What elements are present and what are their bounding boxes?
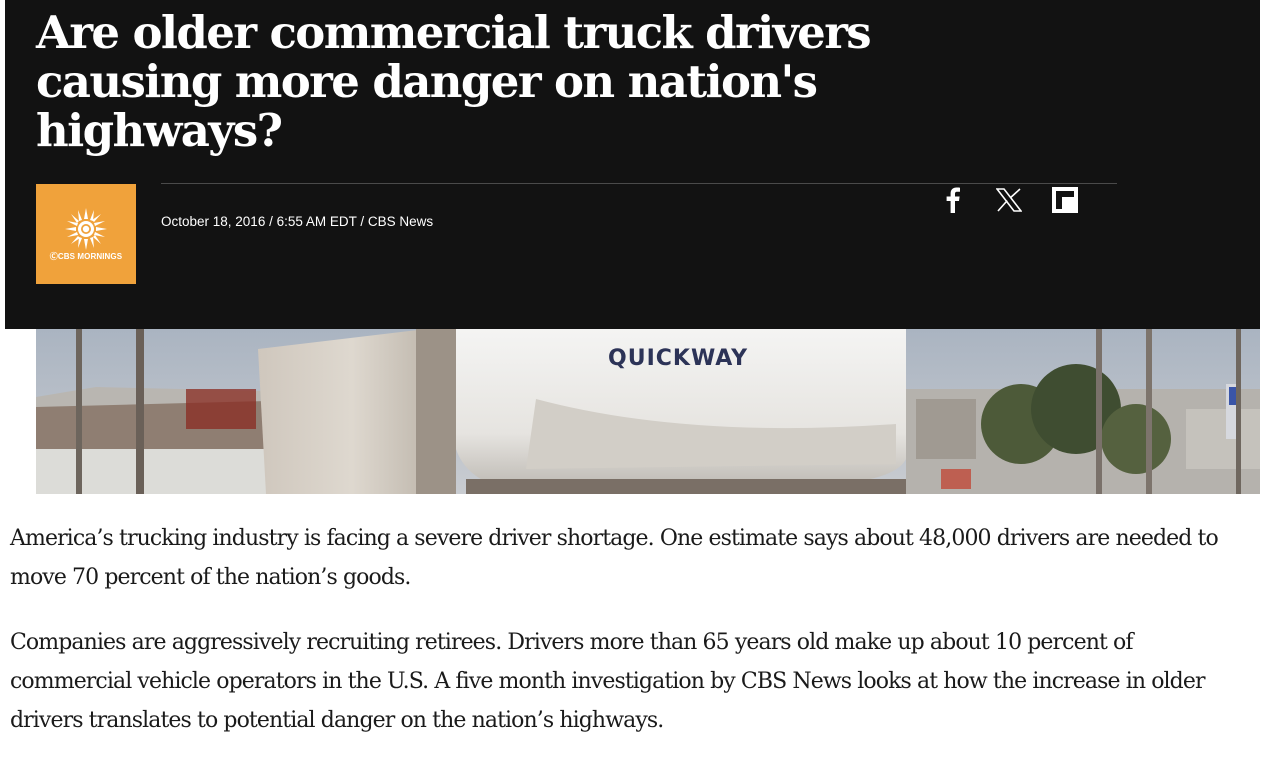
x-twitter-icon (996, 188, 1022, 212)
article-paragraph: Companies are aggressively recruiting re… (10, 630, 1206, 733)
share-facebook-button[interactable] (938, 184, 968, 216)
share-flipboard-button[interactable] (1050, 184, 1080, 216)
cbs-mornings-logo-text: ⒸCBS MORNINGS (49, 252, 123, 261)
article-paragraph: America’s trucking industry is facing a … (10, 526, 1219, 590)
byline-divider (161, 183, 1117, 184)
sun-logo-icon (65, 208, 107, 250)
article-byline: October 18, 2016 / 6:55 AM EDT / CBS New… (161, 214, 434, 229)
share-x-button[interactable] (994, 184, 1024, 216)
article-lead-image: QUICKWAY (36, 329, 1260, 494)
truck-photo: QUICKWAY (36, 329, 1260, 494)
article-headline: Are older commercial truck drivers causi… (36, 6, 872, 157)
flipboard-icon (1052, 187, 1078, 213)
facebook-icon (946, 187, 960, 213)
cbs-mornings-logo[interactable]: ⒸCBS MORNINGS (36, 184, 136, 284)
article-hero: Are older commercial truck drivers causi… (5, 0, 1260, 329)
truck-brand-label: QUICKWAY (608, 346, 748, 371)
article-body: America’s trucking industry is facing a … (10, 519, 1240, 760)
